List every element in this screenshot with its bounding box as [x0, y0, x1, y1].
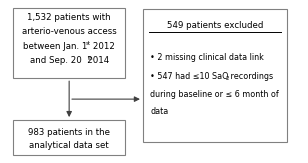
Text: • 547 had ≤10 SaO: • 547 had ≤10 SaO: [150, 72, 229, 81]
Text: • 2 missing clinical data link: • 2 missing clinical data link: [150, 53, 264, 62]
Text: th: th: [87, 56, 93, 61]
Text: 983 patients in the: 983 patients in the: [28, 128, 110, 137]
Text: data: data: [150, 107, 168, 116]
FancyBboxPatch shape: [143, 9, 287, 142]
Text: analytical data set: analytical data set: [29, 141, 109, 150]
Text: recordings: recordings: [228, 72, 274, 81]
Text: and Sep. 20  2014: and Sep. 20 2014: [30, 56, 109, 65]
FancyBboxPatch shape: [13, 120, 125, 155]
Text: 1,532 patients with: 1,532 patients with: [27, 13, 111, 22]
FancyBboxPatch shape: [13, 8, 125, 78]
Text: during baseline or ≤ 6 month of: during baseline or ≤ 6 month of: [150, 90, 279, 99]
Text: 549 patients excluded: 549 patients excluded: [167, 21, 263, 30]
Text: 2: 2: [225, 76, 229, 81]
Text: arterio-venous access: arterio-venous access: [22, 27, 116, 36]
Text: between Jan. 1  2012: between Jan. 1 2012: [23, 42, 115, 51]
Text: st: st: [85, 41, 90, 46]
